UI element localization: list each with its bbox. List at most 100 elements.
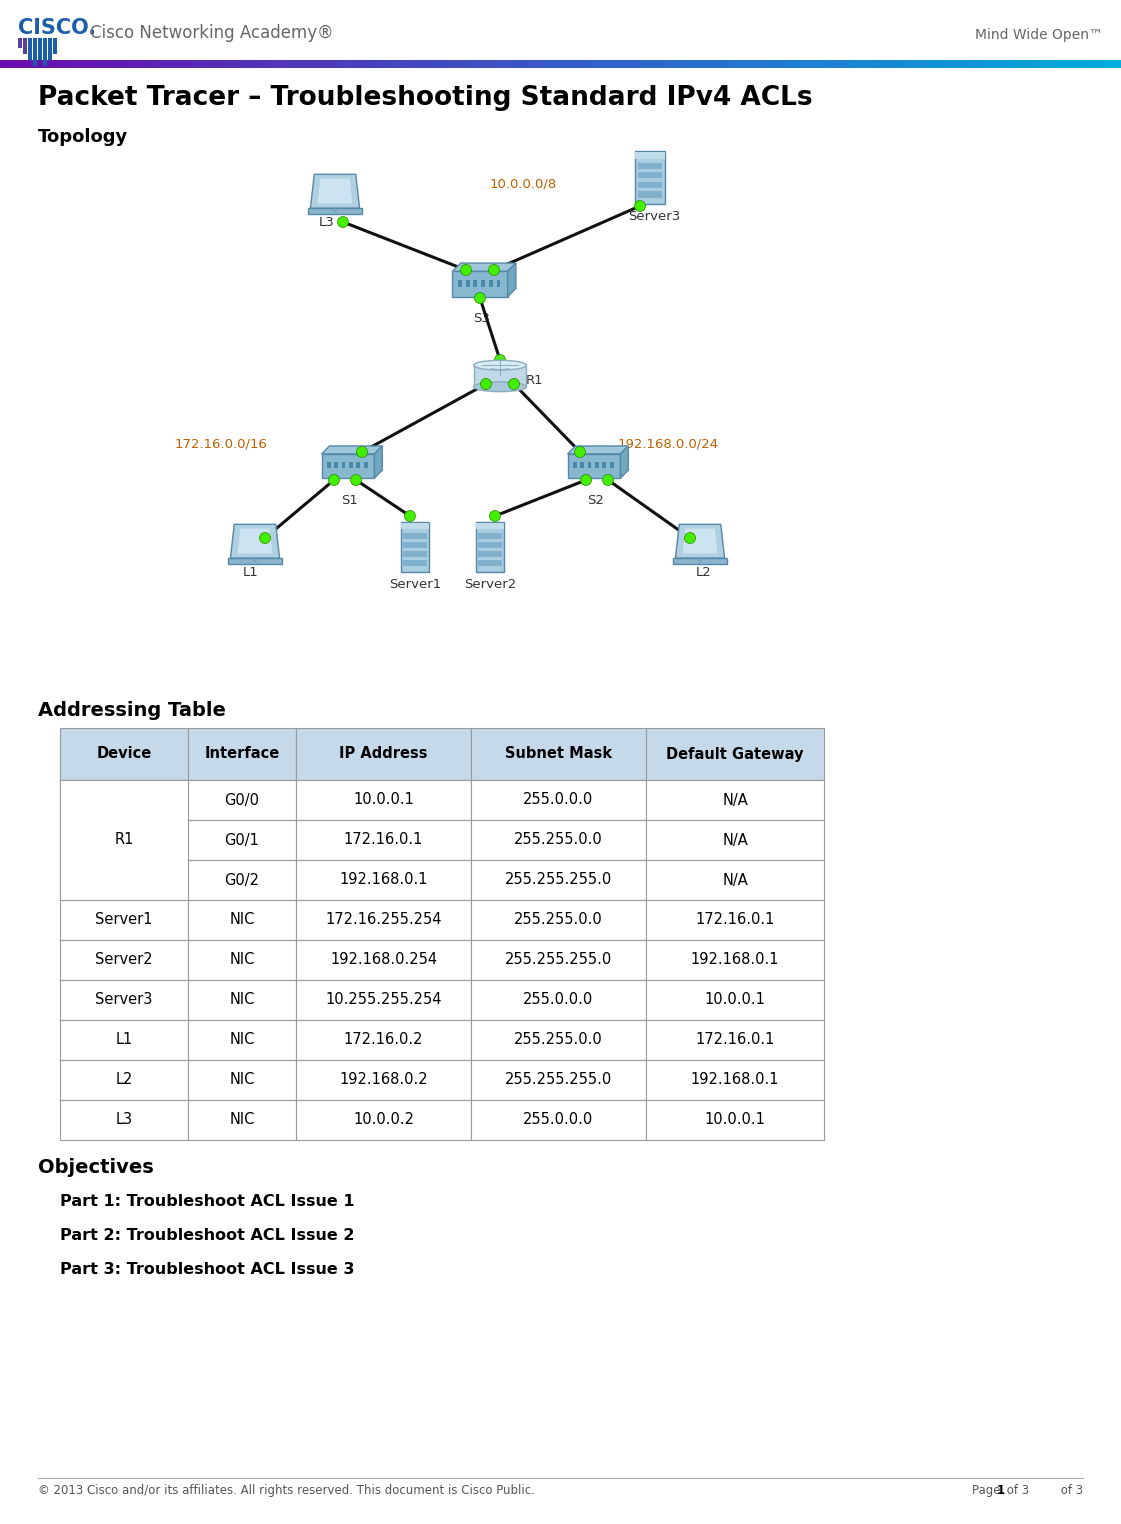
Bar <box>453 271 508 297</box>
Bar <box>61 1061 188 1100</box>
Bar <box>404 541 426 547</box>
Bar <box>349 462 353 468</box>
Text: 10.0.0.1: 10.0.0.1 <box>705 992 766 1007</box>
Circle shape <box>509 378 519 390</box>
Bar <box>475 523 504 529</box>
Bar <box>471 1020 646 1061</box>
Bar <box>61 940 188 980</box>
Text: 255.255.255.0: 255.255.255.0 <box>504 1073 612 1088</box>
Bar <box>646 1061 824 1100</box>
Text: NIC: NIC <box>230 913 254 928</box>
Bar <box>188 1100 296 1140</box>
Bar <box>471 728 646 780</box>
Text: 192.168.0.0/24: 192.168.0.0/24 <box>618 437 720 451</box>
Bar <box>646 940 824 980</box>
Bar <box>188 820 296 860</box>
Bar <box>296 1100 471 1140</box>
Circle shape <box>602 474 613 486</box>
Text: Server3: Server3 <box>628 210 680 223</box>
Bar <box>634 151 665 204</box>
Text: NIC: NIC <box>230 1032 254 1047</box>
Bar <box>296 860 471 901</box>
Bar <box>61 860 188 901</box>
Bar <box>61 780 188 820</box>
Text: 172.16.0.0/16: 172.16.0.0/16 <box>175 437 268 451</box>
Bar <box>296 940 471 980</box>
Polygon shape <box>374 447 382 479</box>
Text: CISCO.: CISCO. <box>18 18 96 38</box>
Bar <box>638 163 663 169</box>
Bar <box>188 780 296 820</box>
Ellipse shape <box>473 360 527 370</box>
Bar <box>404 533 426 539</box>
Bar <box>479 559 501 565</box>
Circle shape <box>328 474 340 486</box>
Bar <box>61 780 188 901</box>
Bar <box>342 462 345 468</box>
Bar <box>587 462 592 468</box>
Bar <box>33 38 37 66</box>
Bar <box>307 209 362 215</box>
Bar <box>465 280 470 287</box>
Text: 172.16.0.1: 172.16.0.1 <box>344 832 424 847</box>
Polygon shape <box>311 174 360 209</box>
Text: NIC: NIC <box>230 992 254 1007</box>
Text: 192.168.0.254: 192.168.0.254 <box>330 952 437 968</box>
Bar <box>610 462 613 468</box>
Bar <box>327 462 331 468</box>
Circle shape <box>685 532 695 544</box>
Text: G0/0: G0/0 <box>224 792 259 808</box>
Text: Server3: Server3 <box>95 992 152 1007</box>
Bar <box>638 181 663 187</box>
Bar <box>188 860 296 901</box>
Bar <box>296 780 471 820</box>
Circle shape <box>574 447 585 457</box>
Bar <box>471 780 646 820</box>
Text: Default Gateway: Default Gateway <box>666 747 804 762</box>
Bar <box>475 521 504 572</box>
Bar <box>471 820 646 860</box>
Bar <box>188 1020 296 1061</box>
Circle shape <box>351 474 361 486</box>
Bar <box>481 280 485 287</box>
Text: 255.255.255.0: 255.255.255.0 <box>504 952 612 968</box>
Polygon shape <box>567 447 628 454</box>
Text: 10.255.255.254: 10.255.255.254 <box>325 992 442 1007</box>
Text: Packet Tracer – Troubleshooting Standard IPv4 ACLs: Packet Tracer – Troubleshooting Standard… <box>38 85 813 111</box>
Text: 192.168.0.2: 192.168.0.2 <box>340 1073 428 1088</box>
Text: IP Address: IP Address <box>340 747 428 762</box>
Bar <box>646 860 824 901</box>
Bar <box>471 860 646 901</box>
Text: © 2013 Cisco and/or its affiliates. All rights reserved. This document is Cisco : © 2013 Cisco and/or its affiliates. All … <box>38 1484 535 1497</box>
Text: 255.255.255.0: 255.255.255.0 <box>504 873 612 887</box>
Circle shape <box>259 532 270 544</box>
Text: N/A: N/A <box>722 832 748 847</box>
Bar <box>38 38 41 59</box>
Bar <box>53 38 56 53</box>
Bar <box>24 38 27 53</box>
Bar <box>646 780 824 820</box>
Polygon shape <box>620 447 628 479</box>
Bar <box>567 454 620 479</box>
Polygon shape <box>453 264 516 271</box>
Bar <box>646 1100 824 1140</box>
Bar <box>489 280 493 287</box>
Circle shape <box>489 265 500 276</box>
Bar <box>188 728 296 780</box>
Text: 255.0.0.0: 255.0.0.0 <box>524 792 594 808</box>
Text: 192.168.0.1: 192.168.0.1 <box>691 952 779 968</box>
Bar <box>479 533 501 539</box>
Polygon shape <box>238 529 272 553</box>
Bar <box>457 280 462 287</box>
Circle shape <box>337 216 349 227</box>
Bar <box>400 523 429 529</box>
Text: G0/1: G0/1 <box>224 832 259 847</box>
Bar <box>471 980 646 1020</box>
Bar <box>646 820 824 860</box>
Bar <box>61 1020 188 1061</box>
Bar <box>471 901 646 940</box>
Bar <box>471 1100 646 1140</box>
Bar <box>471 1061 646 1100</box>
Bar <box>188 901 296 940</box>
Bar <box>334 462 337 468</box>
